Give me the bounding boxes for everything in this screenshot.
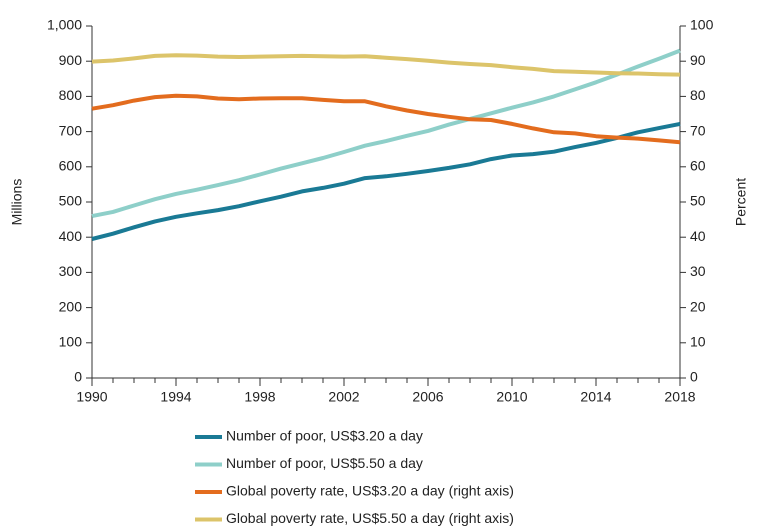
x-tick-label: 2002 bbox=[328, 389, 359, 405]
y2-tick-label: 60 bbox=[690, 158, 706, 174]
y2-tick-label: 40 bbox=[690, 228, 706, 244]
y2-tick-label: 10 bbox=[690, 334, 706, 350]
y-tick-label: 1,000 bbox=[47, 17, 82, 33]
x-tick-label: 2018 bbox=[664, 389, 695, 405]
legend-label: Number of poor, US$5.50 a day bbox=[226, 455, 423, 471]
y2-tick-label: 30 bbox=[690, 263, 706, 279]
y-tick-label: 600 bbox=[59, 158, 83, 174]
legend-label: Number of poor, US$3.20 a day bbox=[226, 428, 423, 444]
y2-tick-label: 90 bbox=[690, 52, 706, 68]
y2-tick-label: 70 bbox=[690, 122, 706, 138]
legend-label: Global poverty rate, US$5.50 a day (righ… bbox=[226, 510, 514, 526]
y-tick-label: 500 bbox=[59, 193, 83, 209]
y-tick-label: 200 bbox=[59, 298, 83, 314]
y-tick-label: 900 bbox=[59, 52, 83, 68]
x-tick-label: 2006 bbox=[412, 389, 443, 405]
y-tick-label: 300 bbox=[59, 263, 83, 279]
y-tick-label: 100 bbox=[59, 334, 83, 350]
y-tick-label: 800 bbox=[59, 87, 83, 103]
x-tick-label: 1998 bbox=[244, 389, 275, 405]
x-tick-label: 2010 bbox=[496, 389, 527, 405]
y-axis-label: Millions bbox=[9, 179, 25, 226]
x-tick-label: 1990 bbox=[76, 389, 107, 405]
series-line bbox=[91, 93, 681, 145]
series-line bbox=[91, 53, 681, 77]
x-tick-label: 2014 bbox=[580, 389, 611, 405]
y2-tick-label: 50 bbox=[690, 193, 706, 209]
y2-tick-label: 80 bbox=[690, 87, 706, 103]
series-line bbox=[91, 121, 681, 241]
y-tick-label: 700 bbox=[59, 122, 83, 138]
legend-label: Global poverty rate, US$3.20 a day (righ… bbox=[226, 483, 514, 499]
y2-tick-label: 20 bbox=[690, 298, 706, 314]
x-tick-label: 1994 bbox=[160, 389, 191, 405]
y-tick-label: 0 bbox=[74, 369, 82, 385]
y2-axis-label: Percent bbox=[733, 178, 749, 226]
y-tick-label: 400 bbox=[59, 228, 83, 244]
series-line bbox=[91, 48, 681, 219]
y2-tick-label: 0 bbox=[690, 369, 698, 385]
y2-tick-label: 100 bbox=[690, 17, 714, 33]
